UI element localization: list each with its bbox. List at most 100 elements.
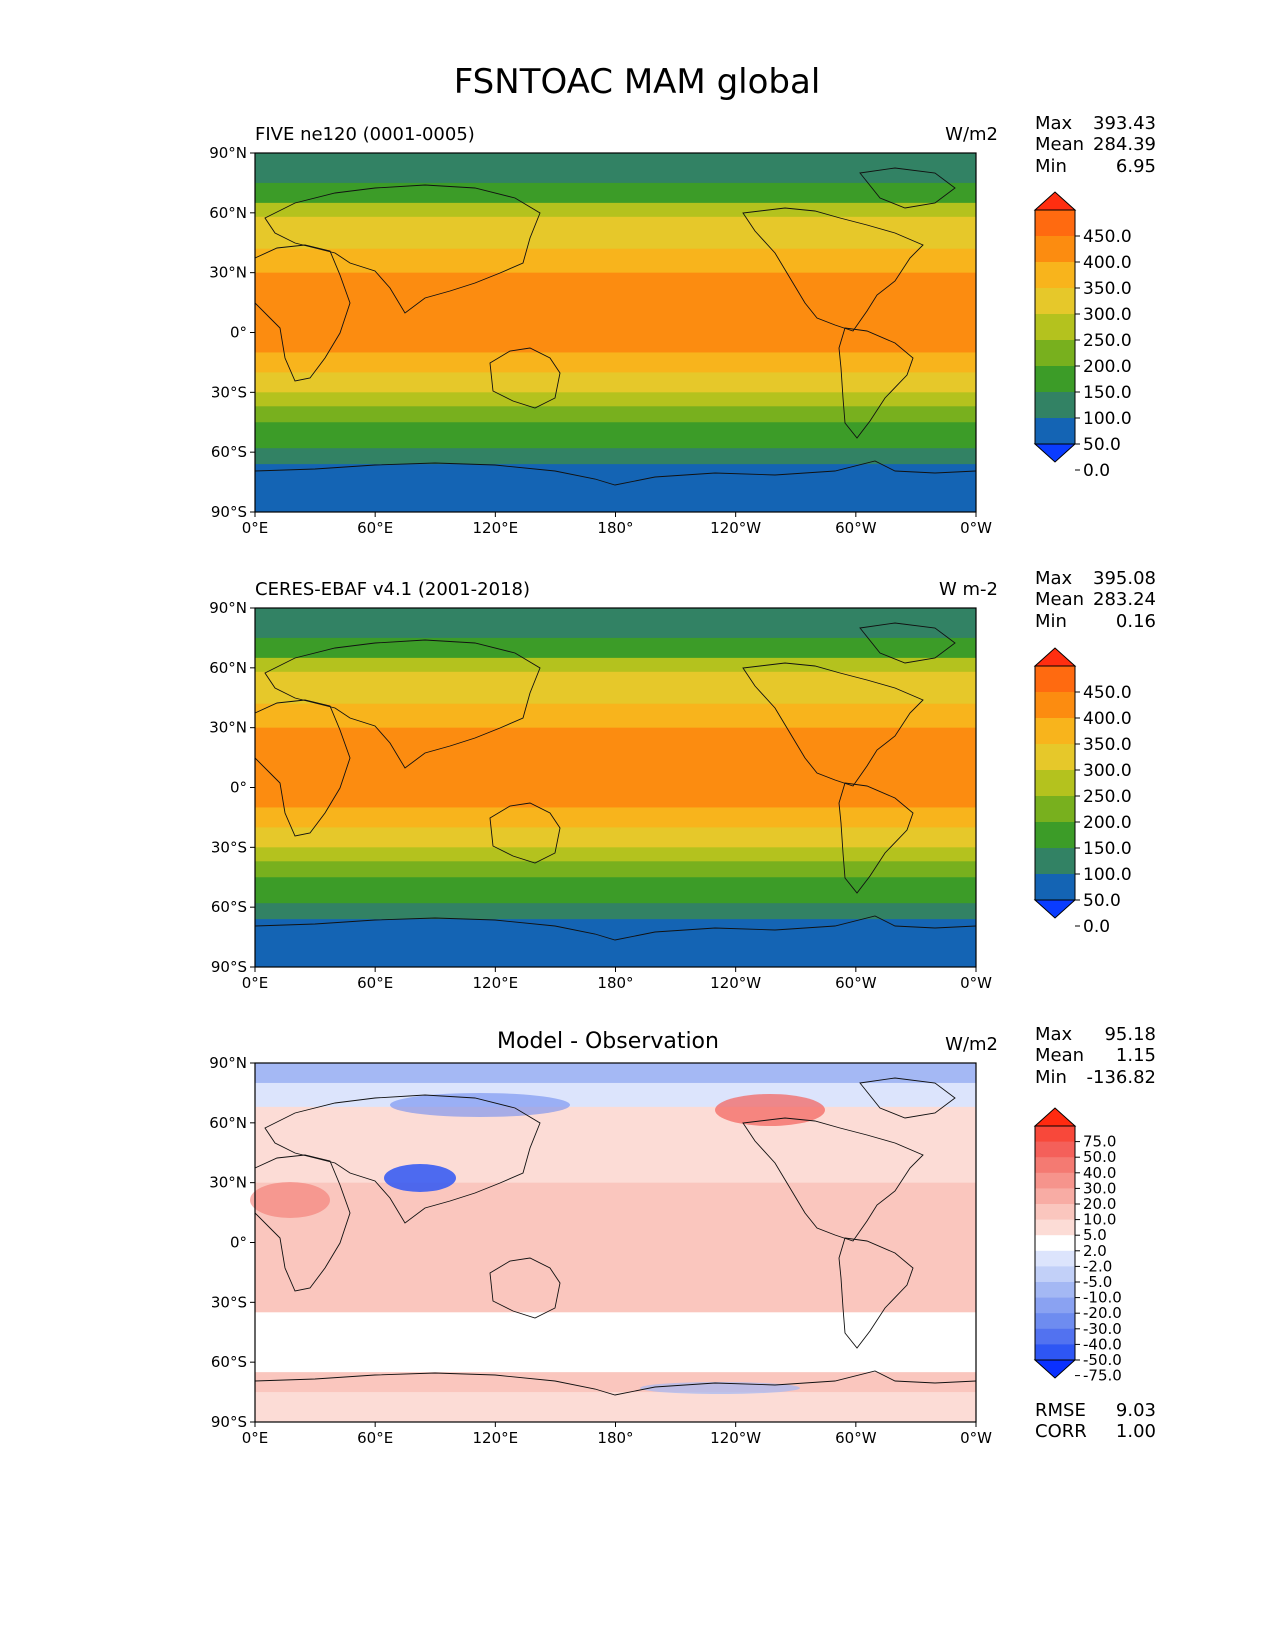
zonal-band-1 [255, 637, 976, 659]
stat-mean-value: 1.15 [1116, 1045, 1156, 1066]
coastline-north-america [742, 207, 924, 332]
x-axis-ticks: 0°E 60°E 120°E 180° 120°W 60°W 0°W [242, 1422, 992, 1447]
colorbar-label: 2.0 [1083, 1242, 1107, 1260]
zonal-band-6 [255, 807, 976, 828]
colorbar-swatch [1035, 1204, 1075, 1220]
coastline-greenland [859, 167, 956, 209]
zonal-band-10 [255, 422, 976, 437]
anomaly-siberia [390, 1093, 570, 1117]
panel-title-center: Model - Observation [497, 1029, 719, 1054]
coastline-africa [254, 699, 351, 837]
colorbar-label: 75.0 [1083, 1133, 1116, 1151]
x-tick-label: 0°E [242, 1429, 269, 1447]
zonal-bands [255, 1063, 976, 1423]
coastlines [254, 1077, 977, 1396]
colorbar-swatch [1035, 744, 1075, 771]
zonal-band-10 [255, 877, 976, 892]
x-tick-label: 60°W [835, 974, 877, 992]
x-tick-label: 180° [597, 974, 633, 992]
colorbar: 450.0 400.0 350.0 300.0 250.0 200.0 150.0 100.0… [1033, 191, 1132, 481]
colorbar-label: -5.0 [1083, 1273, 1112, 1291]
colorbar-label: 0.0 [1083, 917, 1110, 937]
x-tick-label: 0°E [242, 974, 269, 992]
zonal-band-5 [255, 727, 976, 808]
zonal-band-2 [255, 202, 976, 218]
panel-model: FIVE ne120 (0001-0005) W/m2 90°N 60°N 30°N… [209, 113, 1156, 537]
colorbar-swatch [1035, 1266, 1075, 1283]
panel-title-left: FIVE ne120 (0001-0005) [255, 124, 475, 145]
stat-min-label: Min [1035, 156, 1067, 177]
colorbar: 75.050.040.030.020.010.05.02.0-2.0-5.0-1… [1033, 1107, 1122, 1385]
y-tick-label: 0° [230, 1234, 247, 1252]
colorbar-label: 200.0 [1083, 357, 1132, 377]
colorbar-swatch [1035, 288, 1075, 315]
colorbar-label: 150.0 [1083, 383, 1132, 403]
x-tick-label: 0°W [960, 1429, 992, 1447]
panel-difference: Model - Observation W/m2 90°N60° [209, 1024, 1156, 1447]
colorbar-frame [1034, 209, 1076, 445]
stat-rmse-label: RMSE [1035, 1400, 1086, 1421]
zonal-band-13 [255, 464, 976, 513]
colorbar-swatch [1035, 692, 1075, 719]
stat-max-label: Max [1035, 113, 1073, 134]
y-axis-ticks: 90°N 60°N 30°N 0° 30°S 60°S 90°S [209, 1054, 255, 1431]
y-tick-label: 30°S [211, 383, 247, 401]
zonal-band-7 [255, 372, 976, 393]
x-tick-label: 120°W [710, 1429, 761, 1447]
zonal-bands [255, 153, 976, 513]
anomaly-sahara [250, 1182, 330, 1218]
colorbar-label: 40.0 [1083, 1164, 1116, 1182]
colorbar-extend-min [1033, 1359, 1077, 1379]
colorbar-swatch [1035, 770, 1075, 797]
colorbar-label: -10.0 [1083, 1289, 1122, 1307]
zonal-band-8 [255, 847, 976, 862]
colorbar-swatch [1035, 1188, 1075, 1205]
zonal-band-3 [255, 216, 976, 250]
map-area [254, 152, 977, 513]
stat-corr-label: CORR [1035, 1421, 1087, 1442]
stat-min-label: Min [1035, 611, 1067, 632]
coastline-africa [254, 1154, 351, 1292]
colorbar-label: 450.0 [1083, 227, 1132, 247]
panel-units: W/m2 [945, 124, 998, 145]
y-axis-ticks: 90°N 60°N 30°N 0° 30°S 60°S 90°S [209, 599, 255, 976]
colorbar-swatch [1035, 340, 1075, 367]
anomaly-tibet [384, 1164, 456, 1192]
stat-mean-label: Mean [1035, 1045, 1084, 1066]
x-axis-ticks: 0°E 60°E 120°E 180° 120°W 60°W 0°W [242, 512, 992, 537]
coastline-australia [489, 347, 561, 409]
stat-max-value: 395.08 [1093, 568, 1156, 589]
colorbar-label: -30.0 [1083, 1320, 1122, 1338]
x-tick-label: 180° [597, 519, 633, 537]
coastline-south-america [838, 327, 914, 439]
y-tick-label: 90°S [211, 503, 247, 521]
colorbar-swatch [1035, 236, 1075, 263]
coastline-antarctica [254, 915, 977, 941]
colorbar-label: 350.0 [1083, 279, 1132, 299]
colorbar-label: 50.0 [1083, 435, 1121, 455]
y-tick-label: 30°N [209, 1174, 247, 1192]
coastline-north-america [742, 1117, 924, 1242]
y-tick-label: 0° [230, 324, 247, 342]
colorbar-label: -75.0 [1083, 1367, 1122, 1385]
colorbar-frame [1034, 1125, 1076, 1361]
y-tick-label: 60°S [211, 443, 247, 461]
zonal-band-3 [255, 671, 976, 705]
zonal-band-2 [255, 1106, 976, 1184]
zonal-band-6 [255, 352, 976, 373]
coastline-australia [489, 1257, 561, 1319]
y-tick-label: 0° [230, 779, 247, 797]
stat-corr-value: 1.00 [1116, 1421, 1156, 1442]
y-tick-label: 30°S [211, 838, 247, 856]
colorbar-frame [1034, 665, 1076, 901]
colorbar-label: 100.0 [1083, 409, 1132, 429]
panel-units: W/m2 [945, 1034, 998, 1055]
colorbar-swatch [1035, 666, 1075, 693]
colorbar-swatch [1035, 418, 1075, 445]
map-area [254, 607, 977, 968]
zonal-band-0 [255, 608, 976, 639]
panel-units: W m-2 [939, 579, 998, 600]
colorbar-swatch [1035, 262, 1075, 289]
colorbar-label: 100.0 [1083, 865, 1132, 885]
